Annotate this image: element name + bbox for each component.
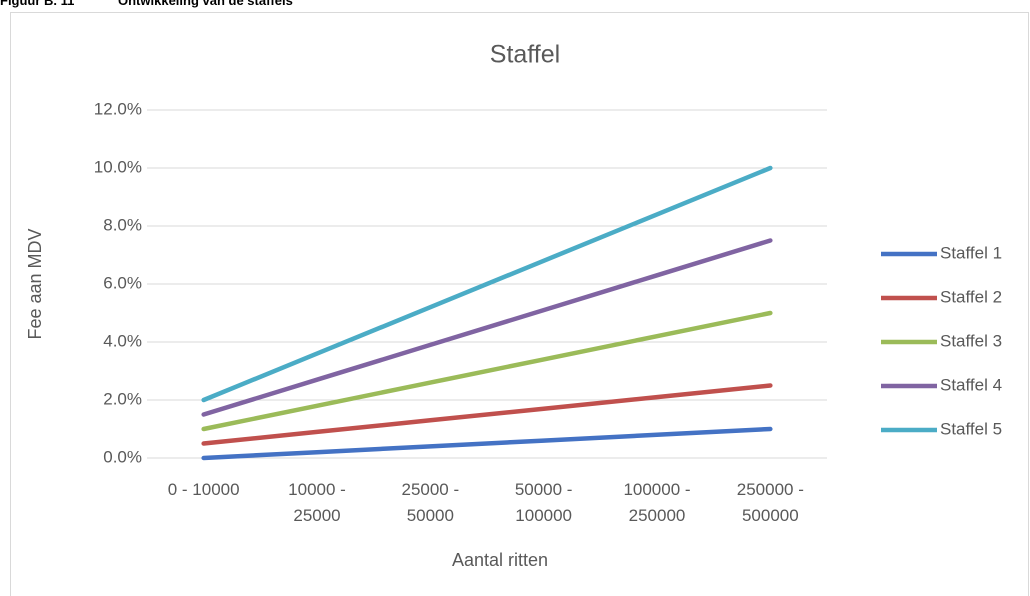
y-tick-label: 10.0% [94,157,142,176]
x-tick-label: 50000 - 100000 [514,480,573,525]
y-axis-label: Fee aan MDV [25,228,45,339]
legend-label: Staffel 5 [940,419,1002,438]
chart-border [10,12,1029,596]
caption-label: Figuur B. 11 [0,0,75,8]
y-tick-label: 0.0% [103,447,142,466]
x-tick-label: 0 - 10000 [167,480,240,499]
legend-label: Staffel 1 [940,243,1002,262]
legend-label: Staffel 4 [940,375,1002,394]
series-line [201,165,773,403]
series-line [201,426,773,461]
series-line [201,238,773,417]
y-tick-label: 2.0% [103,389,142,408]
y-tick-label: 8.0% [103,215,142,234]
y-tick-label: 6.0% [103,273,142,292]
x-axis-label: Aantal ritten [452,550,548,570]
chart-title: Staffel [490,41,560,69]
y-tick-label: 12.0% [94,99,142,118]
x-tick-label: 100000 - 250000 [623,480,691,525]
caption-title: Ontwikkeling van de staffels [118,0,293,8]
series-line [201,310,773,432]
legend-label: Staffel 3 [940,331,1002,350]
x-tick-label: 10000 - 25000 [288,480,346,525]
legend-label: Staffel 2 [940,287,1002,306]
x-tick-label: 250000 - 500000 [736,480,804,525]
y-tick-label: 4.0% [103,331,142,350]
series-line [201,383,773,446]
x-tick-label: 25000 - 50000 [401,480,460,525]
